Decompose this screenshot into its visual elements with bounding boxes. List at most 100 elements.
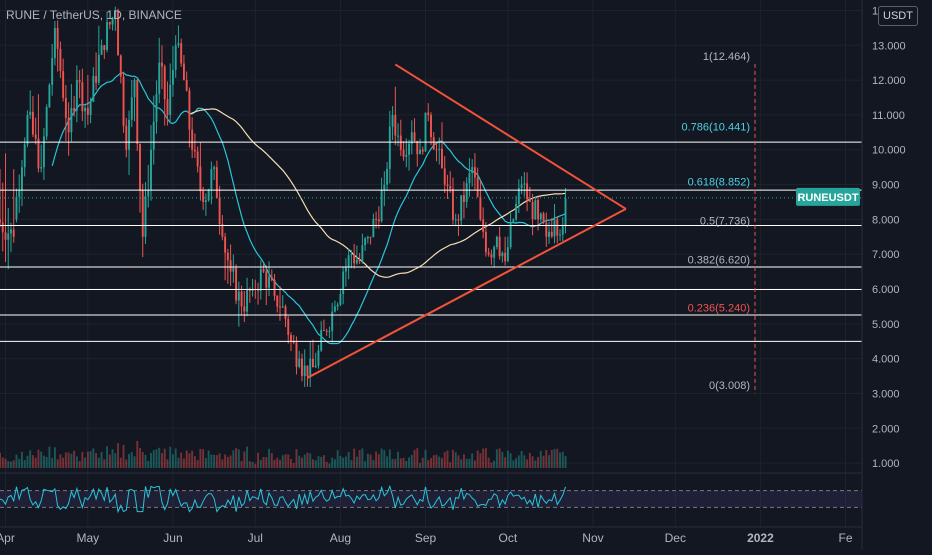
volume-bar xyxy=(290,459,292,468)
currency-button[interactable]: USDT xyxy=(878,6,918,26)
volume-bar xyxy=(29,450,32,468)
volume-bar xyxy=(202,449,205,468)
candle-body xyxy=(512,219,515,222)
volume-bar xyxy=(539,450,542,468)
volume-bar xyxy=(150,453,152,468)
volume-bar xyxy=(240,460,243,468)
candle-body xyxy=(421,149,424,152)
volume-bar xyxy=(419,463,421,468)
volume-bar xyxy=(125,459,128,468)
candle-body xyxy=(202,191,205,202)
candle-body xyxy=(331,311,334,331)
candle-body xyxy=(185,80,188,91)
candle-body xyxy=(449,186,452,189)
volume-bar xyxy=(350,459,353,468)
candle-body xyxy=(413,132,416,142)
volume-bar xyxy=(364,461,367,468)
volume-bar xyxy=(501,451,504,468)
candle-body xyxy=(84,107,87,112)
volume-bar xyxy=(108,454,111,468)
triangle-pattern xyxy=(306,63,627,379)
volume-bar xyxy=(281,455,284,468)
candle-body xyxy=(169,84,172,115)
volume-bar xyxy=(465,458,468,468)
volume-bar xyxy=(224,454,227,468)
volume-bar xyxy=(314,460,317,468)
candle-body xyxy=(501,252,504,257)
volume-bar xyxy=(279,459,281,468)
volume-bar xyxy=(174,448,177,468)
candle-body xyxy=(468,173,471,184)
fib-label: 0.236(5.240) xyxy=(688,302,750,314)
candle-body xyxy=(122,76,125,126)
candle-body xyxy=(95,76,98,83)
candle-body xyxy=(276,295,279,307)
candle-body xyxy=(504,252,507,262)
candle-body xyxy=(130,97,133,120)
volume-bar xyxy=(40,451,43,468)
time-axis: Apr May Jun Jul Aug Sep Oct Nov Dec 2022 Fe xyxy=(0,526,862,545)
candle-body xyxy=(366,236,369,239)
volume-bar xyxy=(42,455,45,468)
candle-body xyxy=(306,365,309,377)
candle-body xyxy=(526,183,529,200)
volume-bar xyxy=(232,450,235,468)
candle-body xyxy=(204,200,207,202)
volume-bar xyxy=(169,446,172,468)
volume-bar xyxy=(482,448,485,468)
volume-bar xyxy=(301,457,303,468)
volume-bar xyxy=(523,455,526,468)
volume-bar xyxy=(306,452,309,468)
candle-body xyxy=(487,252,490,255)
volume-bar xyxy=(161,453,163,468)
price-axis: 14.00013.00012.00011.00010.0009.0008.000… xyxy=(861,0,932,550)
volume-bar xyxy=(158,447,161,468)
volume-bar xyxy=(405,460,408,468)
volume-bar xyxy=(512,460,515,468)
candle-body xyxy=(152,121,155,150)
volume-bar xyxy=(495,449,498,468)
candle-body xyxy=(119,55,122,77)
candle-body xyxy=(317,350,320,366)
candle-body xyxy=(4,232,7,240)
volume-bar xyxy=(358,450,361,468)
triangle-upper-line xyxy=(394,63,627,210)
volume-bar xyxy=(498,448,501,468)
time-tick-label: Oct xyxy=(499,531,518,545)
volume-bar xyxy=(320,456,323,468)
candle-body xyxy=(322,329,325,331)
volume-bar xyxy=(537,457,540,468)
candle-body xyxy=(161,62,163,67)
volume-bar xyxy=(449,462,452,468)
volume-bar xyxy=(75,456,78,468)
price-tick-label: 13.000 xyxy=(872,40,906,52)
volume-bar xyxy=(218,453,221,468)
candle-body xyxy=(12,229,15,237)
volume-bar xyxy=(64,452,67,468)
volume-bar xyxy=(399,458,402,468)
volume-bar xyxy=(243,451,246,468)
volume-bar xyxy=(504,457,507,468)
volume-bar xyxy=(196,459,199,468)
candle-body xyxy=(257,289,260,291)
volume-bar xyxy=(559,452,561,468)
candle-body xyxy=(246,289,249,312)
candle-body xyxy=(545,222,548,237)
candle-body xyxy=(462,195,465,202)
candle-body xyxy=(7,233,10,240)
candle-body xyxy=(430,114,432,138)
candle-body xyxy=(383,184,386,191)
volume-bar xyxy=(81,451,84,468)
candle-body xyxy=(100,45,103,55)
fib-label: 0.786(10.441) xyxy=(682,121,751,133)
fib-label: 0(3.008) xyxy=(709,380,750,392)
volume-bar xyxy=(117,443,120,468)
price-tick-label: 7.000 xyxy=(872,249,900,261)
fibonacci-labels: 1(12.464) 0.786(10.441) 0.618(8.852) 0.5(7.… xyxy=(682,51,756,394)
volume-bar xyxy=(235,448,238,468)
candle-body xyxy=(493,247,496,258)
candle-body xyxy=(311,358,314,368)
volume-bar xyxy=(471,453,474,468)
volume-bar xyxy=(59,454,62,468)
